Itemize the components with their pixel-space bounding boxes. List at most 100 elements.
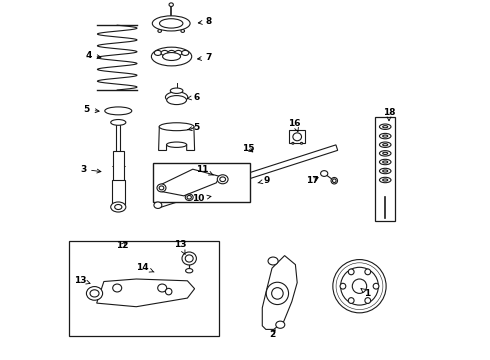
Text: 12: 12 xyxy=(116,241,129,250)
Bar xyxy=(375,117,395,221)
Ellipse shape xyxy=(292,143,294,144)
Text: 10: 10 xyxy=(192,194,211,203)
Ellipse shape xyxy=(105,107,132,115)
Text: 3: 3 xyxy=(80,165,101,174)
Ellipse shape xyxy=(220,177,225,182)
Text: 14: 14 xyxy=(136,263,154,272)
Ellipse shape xyxy=(154,50,162,55)
Text: 13: 13 xyxy=(74,276,90,284)
Text: 9: 9 xyxy=(258,176,270,185)
Ellipse shape xyxy=(379,142,391,148)
Bar xyxy=(116,123,121,152)
Ellipse shape xyxy=(158,284,167,292)
Ellipse shape xyxy=(152,16,190,31)
Ellipse shape xyxy=(379,134,391,139)
Ellipse shape xyxy=(379,124,391,130)
Ellipse shape xyxy=(333,179,336,183)
Ellipse shape xyxy=(90,290,99,297)
Ellipse shape xyxy=(161,50,169,55)
Ellipse shape xyxy=(168,50,175,55)
Ellipse shape xyxy=(352,279,367,293)
Ellipse shape xyxy=(113,284,122,292)
Ellipse shape xyxy=(175,50,182,55)
Text: 7: 7 xyxy=(197,53,212,62)
Ellipse shape xyxy=(158,30,162,32)
Ellipse shape xyxy=(159,186,164,190)
Polygon shape xyxy=(97,279,195,307)
Ellipse shape xyxy=(115,204,122,210)
Ellipse shape xyxy=(111,202,126,212)
Bar xyxy=(112,180,125,204)
Ellipse shape xyxy=(348,298,354,303)
Ellipse shape xyxy=(217,175,228,184)
Ellipse shape xyxy=(383,135,388,137)
Ellipse shape xyxy=(166,92,188,103)
Text: 15: 15 xyxy=(242,144,254,153)
Ellipse shape xyxy=(169,3,173,6)
Ellipse shape xyxy=(160,19,183,28)
Ellipse shape xyxy=(163,53,180,60)
Ellipse shape xyxy=(182,50,189,55)
Bar xyxy=(153,163,250,202)
Ellipse shape xyxy=(320,171,328,176)
Ellipse shape xyxy=(379,177,391,183)
Text: 13: 13 xyxy=(174,240,187,255)
Ellipse shape xyxy=(379,168,391,174)
Text: 16: 16 xyxy=(289,119,301,132)
Ellipse shape xyxy=(340,283,346,289)
Ellipse shape xyxy=(383,152,388,154)
Text: 6: 6 xyxy=(187,93,199,102)
Ellipse shape xyxy=(171,88,183,94)
Ellipse shape xyxy=(181,30,185,32)
Ellipse shape xyxy=(383,144,388,146)
Ellipse shape xyxy=(383,126,388,128)
Text: 1: 1 xyxy=(361,289,370,298)
Ellipse shape xyxy=(111,120,126,125)
Text: 5: 5 xyxy=(188,123,199,132)
Ellipse shape xyxy=(341,267,378,305)
Ellipse shape xyxy=(293,133,301,141)
Ellipse shape xyxy=(167,142,187,148)
Ellipse shape xyxy=(185,194,193,201)
Ellipse shape xyxy=(154,202,162,208)
Bar xyxy=(69,241,219,336)
Polygon shape xyxy=(159,127,195,150)
Ellipse shape xyxy=(383,179,388,181)
Ellipse shape xyxy=(379,159,391,165)
Ellipse shape xyxy=(86,287,102,300)
Ellipse shape xyxy=(276,321,285,328)
Ellipse shape xyxy=(331,177,338,184)
Ellipse shape xyxy=(182,252,196,265)
Text: 11: 11 xyxy=(196,166,213,175)
Ellipse shape xyxy=(333,260,386,313)
Ellipse shape xyxy=(365,298,370,303)
Ellipse shape xyxy=(365,269,370,275)
Text: 8: 8 xyxy=(198,17,212,26)
Ellipse shape xyxy=(266,282,289,305)
Ellipse shape xyxy=(157,184,166,192)
Text: 2: 2 xyxy=(269,330,275,338)
Ellipse shape xyxy=(185,255,193,262)
Ellipse shape xyxy=(348,269,354,275)
Polygon shape xyxy=(162,169,220,196)
Text: 18: 18 xyxy=(383,108,395,121)
Polygon shape xyxy=(262,256,297,329)
Ellipse shape xyxy=(186,269,193,273)
Ellipse shape xyxy=(383,170,388,172)
Text: 17: 17 xyxy=(306,176,319,185)
Ellipse shape xyxy=(159,123,194,131)
Bar xyxy=(113,151,123,181)
Ellipse shape xyxy=(300,143,303,144)
Ellipse shape xyxy=(167,96,187,105)
Ellipse shape xyxy=(187,195,192,199)
Ellipse shape xyxy=(268,257,278,265)
Bar xyxy=(289,130,305,143)
Ellipse shape xyxy=(151,47,192,66)
Text: 5: 5 xyxy=(83,105,99,114)
Ellipse shape xyxy=(383,161,388,163)
Polygon shape xyxy=(157,145,338,208)
Text: 4: 4 xyxy=(85,51,101,60)
Ellipse shape xyxy=(379,151,391,156)
Ellipse shape xyxy=(373,283,379,289)
Ellipse shape xyxy=(271,288,283,299)
